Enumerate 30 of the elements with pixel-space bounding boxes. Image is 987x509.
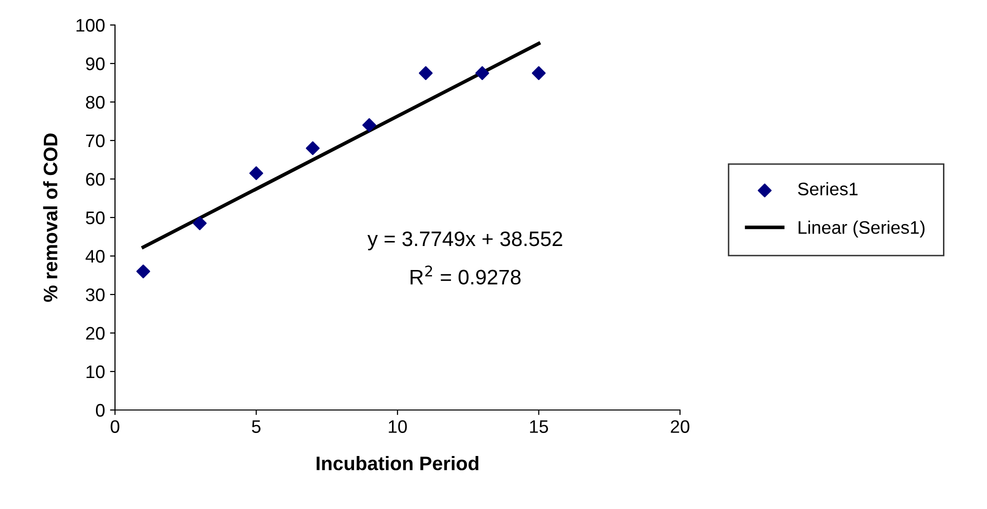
y-tick-label: 0 (96, 404, 105, 417)
legend-label: Series1 (798, 182, 858, 196)
y-tick-label: 50 (86, 211, 105, 224)
point (475, 66, 490, 80)
legend-label: Linear (Series1) (798, 220, 925, 238)
x-tick-label: 0 (110, 420, 120, 433)
y-tick-label: 30 (86, 288, 105, 302)
x-tick-label: 15 (530, 420, 548, 433)
y-tick-label: 100 (76, 18, 105, 32)
y-tick-label: 40 (86, 250, 105, 263)
x-tick-label: 5 (252, 420, 261, 433)
point (306, 141, 320, 156)
annotation: R$^{2}$ = 0.9278 (410, 266, 521, 285)
y-tick-label: 20 (86, 326, 105, 340)
x-tick-label: 20 (670, 420, 690, 433)
point (532, 66, 546, 80)
point (362, 118, 376, 132)
point (249, 166, 264, 180)
point (192, 216, 207, 230)
y-tick-label: 80 (86, 96, 105, 109)
y-tick-label: 90 (86, 57, 105, 70)
annotation: y = 3.7749x + 38.552 (367, 231, 562, 250)
y-axis-title: % removal of COD (43, 133, 58, 302)
point (418, 66, 433, 80)
y-tick-label: 10 (86, 365, 105, 378)
y-tick-label: 60 (86, 172, 105, 186)
point (136, 264, 150, 278)
x-axis-title: Incubation Period (316, 456, 478, 470)
y-tick-label: 70 (86, 134, 105, 148)
x-tick-label: 10 (388, 420, 407, 433)
